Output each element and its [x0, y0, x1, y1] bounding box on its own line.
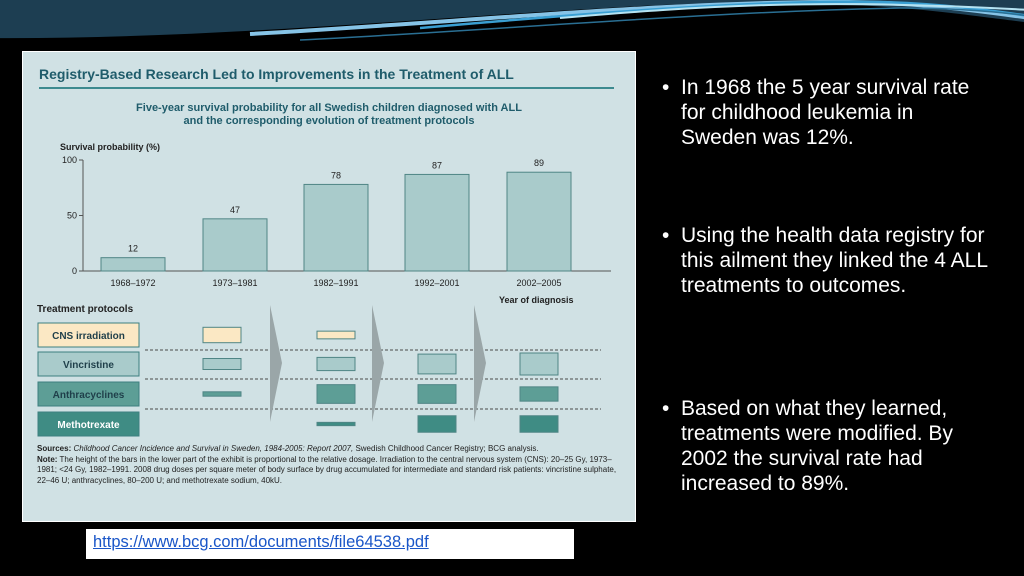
protocol-label-box: [37, 381, 140, 407]
dosage-bar: [202, 358, 242, 370]
protocol-label-box: [37, 411, 140, 437]
bullet-text: Using the health data registry for this …: [681, 224, 988, 297]
survival-chart: Survival probability (%) 0 50 100 12 1968–197…: [37, 142, 611, 437]
sources-note: Sources: Childhood Cancer Incidence and …: [37, 444, 627, 486]
subtitle-line-1: Five-year survival probability for all S…: [136, 102, 522, 114]
bar: [202, 218, 268, 272]
bar-value-label: 12: [128, 244, 138, 254]
protocols-title: Treatment protocols: [37, 304, 134, 315]
x-tick-label: 1992–2001: [414, 278, 459, 288]
note-label: Note:: [37, 454, 58, 464]
bar-value-label: 47: [230, 205, 240, 215]
figure-title: Registry-Based Research Led to Improveme…: [39, 66, 514, 82]
exhibit-figure: Registry-Based Research Led to Improveme…: [22, 51, 636, 522]
bar: [404, 173, 470, 272]
bullet-dot: •: [662, 76, 670, 99]
note-text: The height of the bars in the lower part…: [37, 454, 617, 485]
dosage-bar: [316, 421, 356, 427]
bullet-item: • Using the health data registry for this…: [660, 223, 990, 298]
dosage-bar: [417, 415, 457, 433]
figure-subtitle: Five-year survival probability for all S…: [23, 102, 635, 128]
dosage-bar: [316, 356, 356, 372]
dosage-bar: [417, 353, 457, 375]
x-tick-label: 2002–2005: [516, 278, 561, 288]
dosage-bar: [202, 391, 242, 397]
dosage-bar: [519, 415, 559, 433]
sources-text: Swedish Childhood Cancer Registry; BCG a…: [353, 444, 539, 453]
x-tick-label: 1968–1972: [110, 278, 155, 288]
y-tick-label: 0: [72, 266, 77, 276]
bullet-text: In 1968 the 5 year survival rate for chi…: [681, 76, 970, 149]
x-tick-label: 1973–1981: [212, 278, 257, 288]
protocol-label-box: [37, 322, 140, 348]
protocol-label-box: [37, 351, 140, 377]
period-arrow-icon: [474, 305, 486, 422]
protocol-label: Methotrexate: [57, 420, 120, 431]
x-axis-title: Year of diagnosis: [499, 295, 574, 305]
y-tick-label: 100: [62, 155, 77, 165]
bar: [506, 171, 572, 272]
source-url-box: https://www.bcg.com/documents/file64538.…: [86, 529, 574, 559]
dosage-bar: [519, 352, 559, 376]
bullet-dot: •: [662, 397, 670, 420]
bar-value-label: 89: [534, 158, 544, 168]
dosage-bar: [316, 384, 356, 404]
title-divider: [39, 87, 614, 89]
bar-value-label: 87: [432, 160, 442, 170]
sources-line: Sources: Childhood Cancer Incidence and …: [37, 444, 627, 455]
dosage-bar: [316, 330, 356, 340]
protocol-label: CNS irradiation: [52, 331, 125, 342]
note-line: Note: The height of the bars in the lowe…: [37, 455, 627, 487]
dosage-bar: [417, 384, 457, 404]
subtitle-line-2: and the corresponding evolution of treat…: [183, 115, 475, 127]
bullet-item: • Based on what they learned, treatments …: [660, 396, 990, 496]
y-tick-label: 50: [67, 211, 77, 221]
y-axis-label: Survival probability (%): [60, 142, 160, 152]
sources-label: Sources:: [37, 444, 72, 453]
bullet-dot: •: [662, 224, 670, 247]
decorative-swoosh: [0, 0, 1024, 41]
source-url-link[interactable]: https://www.bcg.com/documents/file64538.…: [93, 533, 429, 551]
bullet-item: • In 1968 the 5 year survival rate for ch…: [660, 75, 990, 150]
bar: [303, 183, 369, 272]
period-arrow-icon: [270, 305, 282, 422]
protocol-label: Vincristine: [63, 360, 114, 371]
x-tick-label: 1982–1991: [313, 278, 358, 288]
sources-report-title: Childhood Cancer Incidence and Survival …: [73, 444, 354, 453]
bullet-text: Based on what they learned, treatments w…: [681, 397, 953, 495]
dosage-bar: [202, 326, 242, 344]
protocol-label: Anthracyclines: [53, 390, 125, 401]
bar-value-label: 78: [331, 170, 341, 180]
bar: [100, 257, 166, 272]
dosage-bar: [519, 386, 559, 402]
period-arrow-icon: [372, 305, 384, 422]
